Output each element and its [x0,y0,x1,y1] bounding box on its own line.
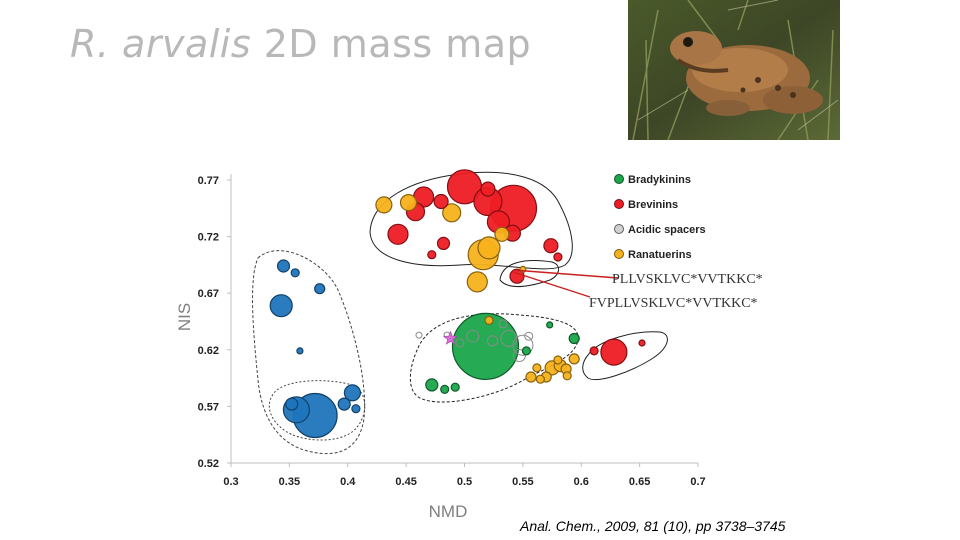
x-tick-label: 0.35 [279,476,300,488]
y-tick-label: 0.57 [198,401,219,413]
x-tick-label: 0.45 [395,476,416,488]
data-point-unlabeled-series [314,283,326,295]
data-point-brevinins [427,250,437,260]
annotation-label-1: PLLVSKLVC*VVTKKC* [612,272,763,287]
data-point-brevinins [600,338,628,366]
data-point-brevinins [436,236,451,250]
data-point-bradykinins [425,378,439,392]
legend-label: Ranatuerins [628,249,692,261]
data-point-ranatuerins [494,226,510,242]
data-point-bradykinins [546,321,554,329]
cluster-outline-right [582,331,668,381]
data-point-acidic-spacers [524,331,534,341]
y-axis-label: NIS [175,303,194,331]
legend-label: Brevinins [628,199,678,211]
data-point-acidic-spacers [466,329,480,343]
data-point-unlabeled-series [269,294,293,318]
legend-marker [614,224,624,234]
data-point-ranatuerins [375,196,393,214]
data-point-bradykinins [450,382,460,392]
x-tick-label: 0.65 [629,476,650,488]
data-point-unlabeled-series [276,259,291,273]
data-point-ranatuerins [399,194,418,212]
data-point-acidic-spacers [498,319,508,329]
legend-marker [614,174,624,184]
data-point-acidic-spacers [415,331,423,339]
y-tick-label: 0.77 [198,175,219,187]
data-point-bradykinins [568,332,580,345]
data-point-acidic-spacers [512,349,526,362]
x-tick-label: 0.5 [457,476,472,488]
annotation-arrow-2 [512,271,591,298]
y-tick-label: 0.52 [198,458,219,470]
x-tick-label: 0.6 [574,476,589,488]
data-point-unlabeled-series [285,397,299,411]
x-tick-label: 0.55 [512,476,533,488]
frog-photo-icon [628,0,840,140]
data-point-unlabeled-series [296,347,304,355]
cluster-outline-top [369,171,573,270]
annotation-arrow-1 [512,269,619,279]
data-point-brevinins [433,193,449,210]
data-point-ranatuerins [535,374,546,384]
cluster-outline-blue-inner [268,380,366,441]
citation: Anal. Chem., 2009, 81 (10), pp 3738–3745 [520,518,786,534]
data-point-ranatuerins [553,355,563,365]
data-point-ranatuerins [568,353,580,365]
data-point-unlabeled-series [290,268,300,278]
data-point-unlabeled-series [337,397,351,411]
data-point-ranatuerins [525,371,537,383]
y-tick-label: 0.72 [198,232,219,244]
highlight-star-marker [442,330,458,345]
annotation-arrows [512,269,619,298]
y-tick-label: 0.62 [198,345,219,357]
cluster-outline-small [499,260,559,288]
data-point-brevinins [543,238,559,254]
data-point-bradykinins [451,312,520,380]
species-name: R. arvalis [70,22,252,66]
x-tick-label: 0.3 [223,476,238,488]
data-point-unlabeled-series [351,404,361,414]
x-axis-label: NMD [429,502,468,521]
y-tick-label: 0.67 [198,288,219,300]
data-point-unlabeled-series [343,384,361,402]
legend-marker [614,249,624,259]
data-point-ranatuerins [562,371,572,381]
data-point-acidic-spacers [500,330,518,347]
data-point-brevinins [480,181,496,197]
data-point-ranatuerins [442,203,462,223]
data-point-ranatuerins [466,271,488,293]
data-point-brevinins [638,339,646,347]
legend-label: Bradykinins [628,174,691,186]
data-point-ranatuerins [477,236,501,260]
data-point-bradykinins [521,346,532,356]
data-point-brevinins [553,252,563,262]
title-rest: 2D mass map [251,22,532,66]
data-point-brevinins [589,346,599,356]
legend-label: Acidic spacers [628,224,706,236]
data-point-brevinins [387,223,409,245]
slide-title: R. arvalis 2D mass map [70,22,531,66]
data-point-acidic-spacers [487,335,498,347]
x-tick-label: 0.7 [690,476,705,488]
data-point-ranatuerins [484,315,494,325]
data-point-bradykinins [440,384,450,394]
x-tick-label: 0.4 [340,476,356,488]
annotation-label-2: FVPLLVSKLVC*VVTKKC* [589,296,758,311]
legend-marker [614,199,624,209]
data-point-ranatuerins [532,363,542,373]
legend: Bradykinins Brevinins Acidic spacers Ranatu… [614,174,706,261]
data-point-acidic-spacers [455,338,465,348]
